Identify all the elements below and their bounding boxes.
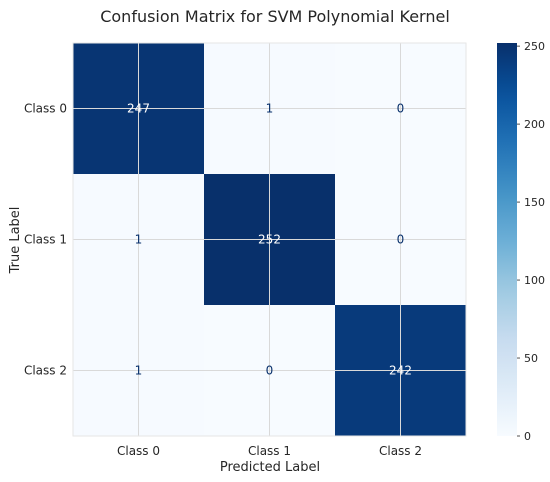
colorbar-tick-label-3: 150 [524, 196, 545, 209]
cell-value-r1-c1: 252 [258, 233, 281, 247]
x-tick-label-1: Class 1 [248, 444, 291, 458]
cell-value-r1-c0: 1 [135, 233, 143, 247]
x-axis-label: Predicted Label [220, 460, 320, 475]
cell-value-r0-c1: 1 [266, 102, 274, 116]
x-tick-label-2: Class 2 [379, 444, 422, 458]
x-tick-label-0: Class 0 [117, 444, 160, 458]
colorbar-tick-label-5: 250 [524, 40, 545, 53]
cell-value-r2-c1: 0 [266, 364, 274, 378]
colorbar-tick-label-4: 200 [524, 118, 545, 131]
chart-title: Confusion Matrix for SVM Polynomial Kern… [100, 7, 450, 26]
cell-value-r0-c0: 247 [127, 102, 150, 116]
plot-frame [72, 42, 467, 437]
y-tick-labels: Class 0 Class 1 Class 2 [24, 102, 67, 378]
y-tick-label-1: Class 1 [24, 233, 67, 247]
y-axis-label: True Label [8, 207, 23, 275]
colorbar-tick-label-0: 0 [524, 430, 531, 443]
colorbar-gradient [497, 43, 517, 436]
cell-values: 247 1 0 1 252 0 1 0 242 [127, 102, 412, 378]
cell-value-r0-c2: 0 [397, 102, 405, 116]
colorbar: 0 50 100 150 200 250 [497, 40, 545, 443]
colorbar-tick-label-1: 50 [524, 352, 538, 365]
x-tick-labels: Class 0 Class 1 Class 2 [117, 444, 422, 458]
cell-value-r2-c2: 242 [389, 364, 412, 378]
y-tick-label-2: Class 2 [24, 364, 67, 378]
cell-value-r1-c2: 0 [397, 233, 405, 247]
colorbar-tick-label-2: 100 [524, 274, 545, 287]
cell-value-r2-c0: 1 [135, 364, 143, 378]
gridlines [72, 42, 467, 437]
y-tick-label-0: Class 0 [24, 102, 67, 116]
